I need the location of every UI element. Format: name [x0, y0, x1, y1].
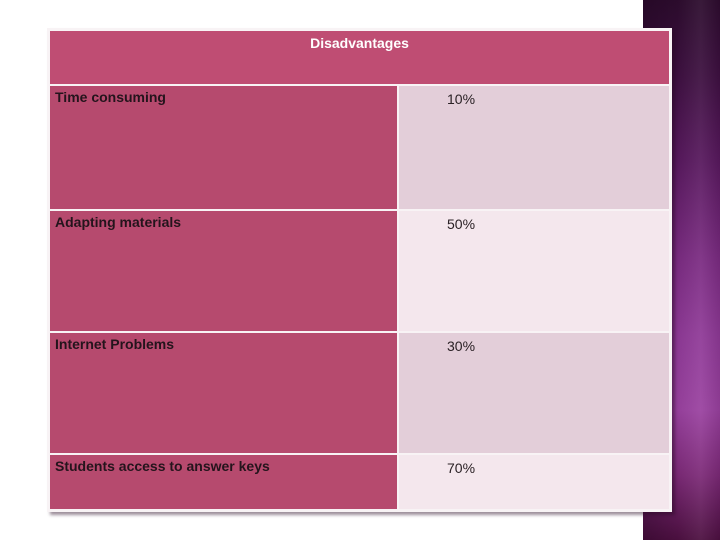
row-value: 10% [447, 91, 476, 107]
table-title: Disadvantages [310, 35, 409, 51]
row-value-cell: 70% [399, 455, 669, 509]
table-row: Internet Problems 30% [50, 333, 669, 453]
row-label: Students access to answer keys [55, 458, 270, 474]
table-header-row: Disadvantages [50, 31, 669, 84]
disadvantages-table: Disadvantages Time consuming 10% Adaptin… [47, 28, 672, 512]
row-value-cell: 30% [399, 333, 669, 453]
row-label: Internet Problems [55, 336, 175, 352]
table-row: Adapting materials 50% [50, 211, 669, 331]
row-label-cell: Students access to answer keys [50, 455, 397, 509]
table-row: Students access to answer keys 70% [50, 455, 669, 509]
row-label: Adapting materials [55, 214, 182, 230]
row-label: Time consuming [55, 89, 166, 105]
row-label-cell: Internet Problems [50, 333, 397, 453]
row-value-cell: 10% [399, 86, 669, 209]
row-value-cell: 50% [399, 211, 669, 331]
row-value: 70% [447, 460, 476, 476]
row-label-cell: Adapting materials [50, 211, 397, 331]
row-value: 50% [447, 216, 476, 232]
table-row: Time consuming 10% [50, 86, 669, 209]
row-value: 30% [447, 338, 476, 354]
row-label-cell: Time consuming [50, 86, 397, 209]
